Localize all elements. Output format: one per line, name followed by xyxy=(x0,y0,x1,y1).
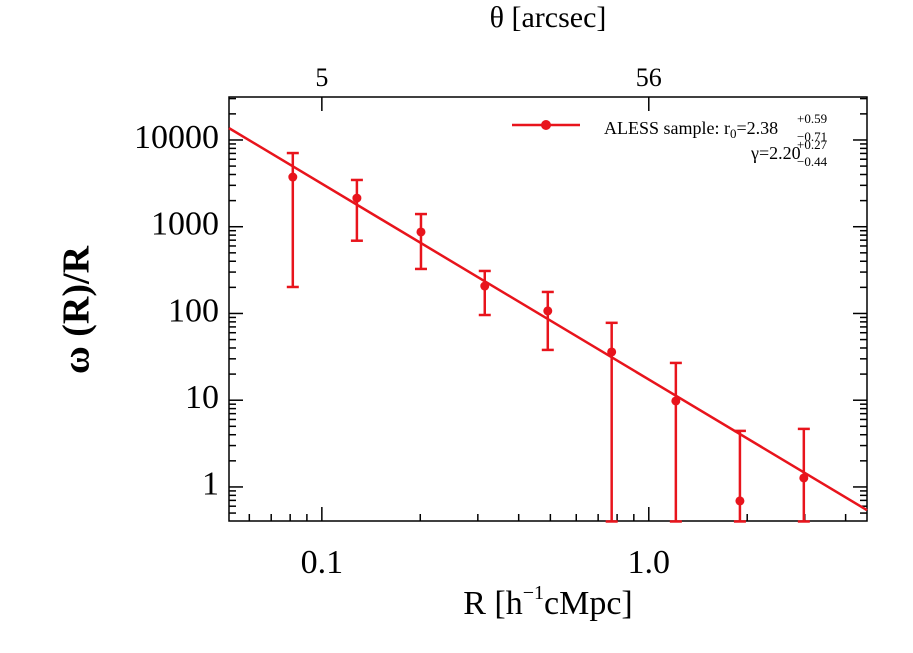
legend-sub: 0 xyxy=(730,126,737,141)
data-point xyxy=(543,306,553,316)
legend-minus: −0.71 xyxy=(797,129,827,144)
plot-frame xyxy=(228,96,868,522)
x-tick-label: 0.1 xyxy=(301,544,344,581)
data-point xyxy=(607,347,617,357)
data-point xyxy=(735,496,745,506)
x-label-rest: cMpc] xyxy=(544,585,633,622)
x-axis-label: R [h−1cMpc] xyxy=(463,582,633,622)
data-point xyxy=(480,281,490,291)
legend-line2: γ=2.20 xyxy=(750,143,801,163)
y-axis-label: ω (R)/R xyxy=(56,245,98,374)
x-label-sup: −1 xyxy=(523,582,544,604)
x-label-main: R [h xyxy=(463,585,523,622)
x2-tick-label: 56 xyxy=(636,63,662,92)
legend-marker xyxy=(541,120,551,130)
y-tick-label: 1000 xyxy=(151,206,219,243)
data-point xyxy=(288,172,298,182)
data-point xyxy=(352,193,362,203)
y-tick-label: 1 xyxy=(202,466,219,503)
x-tick-label: 1.0 xyxy=(628,544,671,581)
data-point xyxy=(799,473,809,483)
y-tick-label: 10 xyxy=(185,379,219,416)
y-tick-label: 10000 xyxy=(134,119,219,156)
legend: ALESS sample: r0=2.38 +0.59 −0.71 γ=2.20… xyxy=(512,111,828,169)
legend-label: ALESS sample: r0=2.38 xyxy=(604,118,778,141)
legend-prefix: ALESS sample: r xyxy=(604,118,730,138)
x2-tick-label: 5 xyxy=(315,63,328,92)
legend-plus: +0.59 xyxy=(797,111,827,126)
y-tick-label: 100 xyxy=(168,292,219,329)
top-axis-label: θ [arcsec] xyxy=(490,1,607,34)
legend-minus2: −0.44 xyxy=(797,154,828,169)
legend-value: =2.38 xyxy=(737,118,779,138)
data-point xyxy=(671,396,681,406)
legend-plus2: +0.27 xyxy=(797,137,828,152)
data-point xyxy=(416,227,426,237)
